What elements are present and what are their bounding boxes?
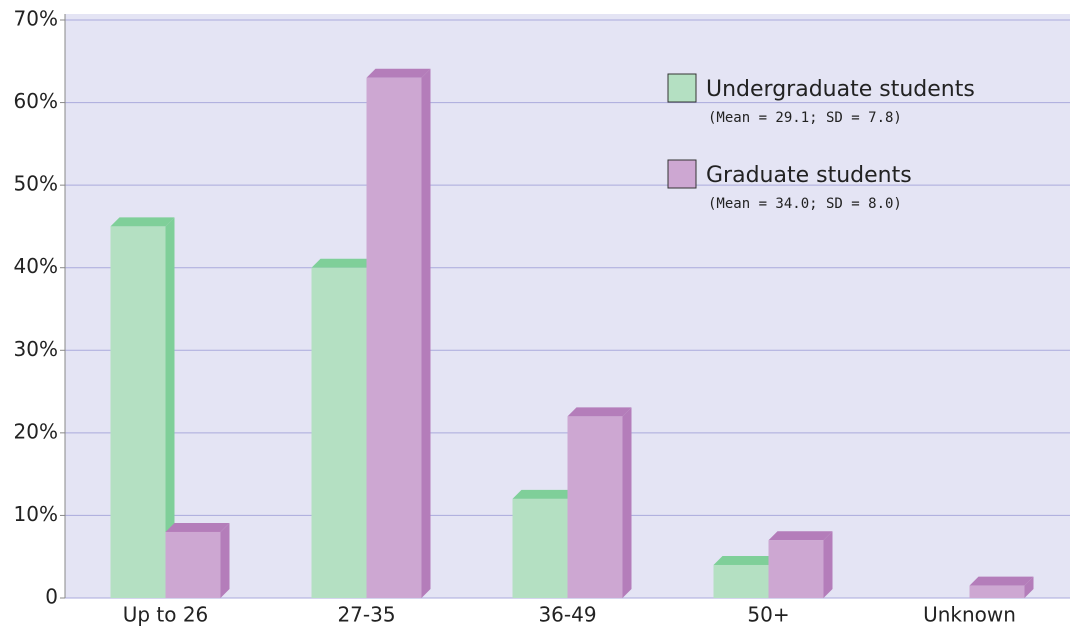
legend-label: Graduate students xyxy=(706,163,912,188)
bar xyxy=(768,540,824,598)
y-tick-label: 30% xyxy=(14,337,58,361)
bar-top xyxy=(512,489,577,499)
bar-top xyxy=(969,576,1034,586)
legend-note: (Mean = 34.0; SD = 8.0) xyxy=(708,196,902,212)
bar xyxy=(366,77,422,599)
bar-top xyxy=(768,531,833,541)
bar xyxy=(311,267,367,598)
bar-top xyxy=(311,258,376,268)
bar-top xyxy=(366,68,431,78)
bar-side xyxy=(220,522,230,598)
legend-swatch xyxy=(667,159,697,189)
y-tick-label: 40% xyxy=(14,254,58,278)
x-tick-label: 36-49 xyxy=(538,603,596,627)
bar-top xyxy=(713,555,778,565)
legend-note: (Mean = 29.1; SD = 7.8) xyxy=(708,110,902,126)
bar-top xyxy=(110,217,175,227)
bar xyxy=(713,564,769,598)
bar xyxy=(512,498,568,598)
x-tick-label: 50+ xyxy=(747,603,789,627)
bar xyxy=(110,226,166,598)
y-tick-label: 70% xyxy=(14,7,58,31)
bar-side xyxy=(622,407,632,598)
y-tick-label: 20% xyxy=(14,419,58,443)
bar-side xyxy=(421,68,431,599)
bar xyxy=(165,531,221,598)
y-tick-label: 0 xyxy=(45,585,58,609)
bar-side xyxy=(1024,576,1034,598)
legend-label: Undergraduate students xyxy=(706,77,975,102)
bar-side xyxy=(165,217,175,598)
y-tick-label: 50% xyxy=(14,172,58,196)
y-tick-label: 10% xyxy=(14,502,58,526)
x-tick-label: Unknown xyxy=(923,603,1016,627)
bar xyxy=(567,416,623,598)
bar-top xyxy=(567,407,632,417)
bar-top xyxy=(165,522,230,532)
x-tick-label: 27-35 xyxy=(337,603,395,627)
x-tick-label: Up to 26 xyxy=(123,603,209,627)
legend-swatch xyxy=(667,73,697,103)
bar-side xyxy=(823,531,833,598)
bar xyxy=(969,585,1025,598)
y-tick-label: 60% xyxy=(14,89,58,113)
